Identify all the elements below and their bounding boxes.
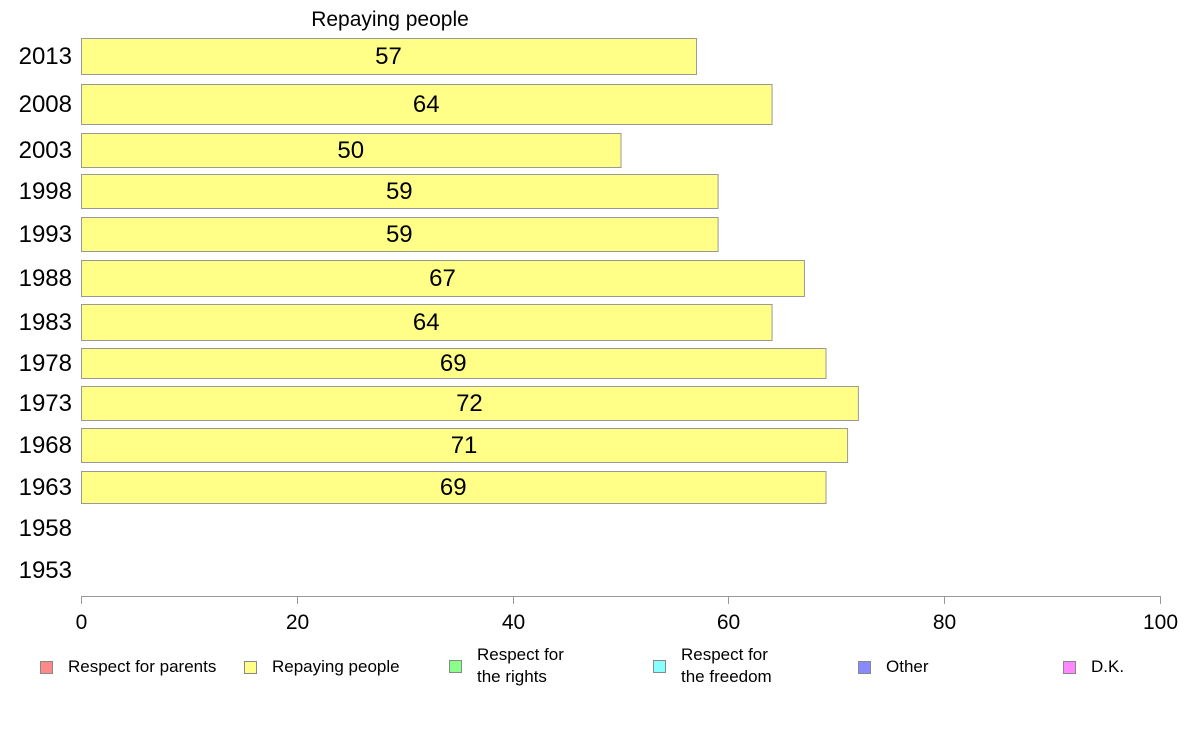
data-label: 69 bbox=[440, 350, 467, 377]
data-label: 64 bbox=[413, 309, 440, 336]
legend: Respect for parents Repaying people Resp… bbox=[0, 640, 1188, 700]
legend-item: Other bbox=[858, 656, 929, 678]
y-tick-label: 1973 bbox=[19, 390, 72, 417]
data-label: 67 bbox=[429, 265, 456, 292]
bar bbox=[81, 84, 773, 125]
legend-label: Respect for the freedom bbox=[681, 645, 772, 686]
bar bbox=[81, 133, 622, 168]
data-label: 64 bbox=[413, 91, 440, 118]
legend-item: D.K. bbox=[1063, 656, 1124, 678]
data-label: 69 bbox=[440, 474, 467, 501]
legend-item: Respect for parents bbox=[40, 656, 216, 678]
x-tick-label: 80 bbox=[933, 611, 956, 634]
legend-item: Respect for the rights bbox=[449, 644, 564, 688]
bar bbox=[81, 260, 805, 297]
bar bbox=[81, 38, 698, 75]
bar bbox=[81, 304, 773, 341]
y-tick-label: 1953 bbox=[19, 557, 72, 584]
bar bbox=[81, 471, 827, 504]
y-tick-label: 1978 bbox=[19, 350, 72, 377]
legend-label: Repaying people bbox=[272, 657, 400, 676]
data-label: 71 bbox=[451, 432, 478, 459]
legend-swatch-respect-for-the-rights bbox=[449, 659, 462, 673]
legend-swatch-respect-for-parents bbox=[40, 660, 53, 674]
legend-label: D.K. bbox=[1091, 657, 1125, 676]
legend-swatch-other bbox=[858, 660, 871, 674]
y-tick-label: 1963 bbox=[19, 474, 72, 501]
x-tick-label: 100 bbox=[1143, 611, 1178, 634]
y-tick-label: 1968 bbox=[19, 432, 72, 459]
y-tick-label: 2008 bbox=[19, 91, 72, 118]
bar bbox=[81, 386, 859, 421]
x-tick-label: 40 bbox=[502, 611, 525, 634]
data-label: 72 bbox=[456, 390, 483, 417]
legend-swatch-repaying-people bbox=[244, 660, 257, 674]
x-axis: 0 20 40 60 80 100 bbox=[76, 596, 1178, 634]
bar-chart: Repaying people 2013 57 2008 64 2003 50 1998 59… bbox=[19, 8, 1178, 634]
y-tick-label: 1988 bbox=[19, 265, 72, 292]
legend-item: Repaying people bbox=[244, 656, 400, 678]
data-label: 59 bbox=[386, 221, 413, 248]
data-label: 57 bbox=[375, 43, 402, 70]
bar bbox=[81, 217, 719, 252]
x-tick-label: 60 bbox=[717, 611, 740, 634]
legend-swatch-dk bbox=[1063, 660, 1076, 674]
legend-label: Respect for the rights bbox=[477, 645, 564, 686]
bar bbox=[81, 348, 827, 379]
legend-label: Other bbox=[886, 657, 929, 676]
data-label: 50 bbox=[337, 137, 364, 164]
bar bbox=[81, 174, 719, 209]
y-tick-label: 1958 bbox=[19, 515, 72, 542]
chart-title: Repaying people bbox=[311, 8, 469, 31]
y-tick-label: 2003 bbox=[19, 137, 72, 164]
y-tick-label: 1983 bbox=[19, 309, 72, 336]
legend-swatch-respect-for-the-freedom bbox=[653, 659, 666, 673]
y-tick-label: 1993 bbox=[19, 221, 72, 248]
bar bbox=[81, 428, 849, 463]
legend-item: Respect for the freedom bbox=[653, 644, 772, 688]
x-tick-label: 0 bbox=[76, 611, 88, 634]
y-tick-label: 2013 bbox=[19, 43, 72, 70]
x-tick-label: 20 bbox=[286, 611, 309, 634]
legend-label: Respect for parents bbox=[68, 657, 217, 676]
bars-layer: 2013 57 2008 64 2003 50 1998 59 1993 59 1988 67 1983… bbox=[19, 38, 859, 584]
y-tick-label: 1998 bbox=[19, 178, 72, 205]
data-label: 59 bbox=[386, 178, 413, 205]
